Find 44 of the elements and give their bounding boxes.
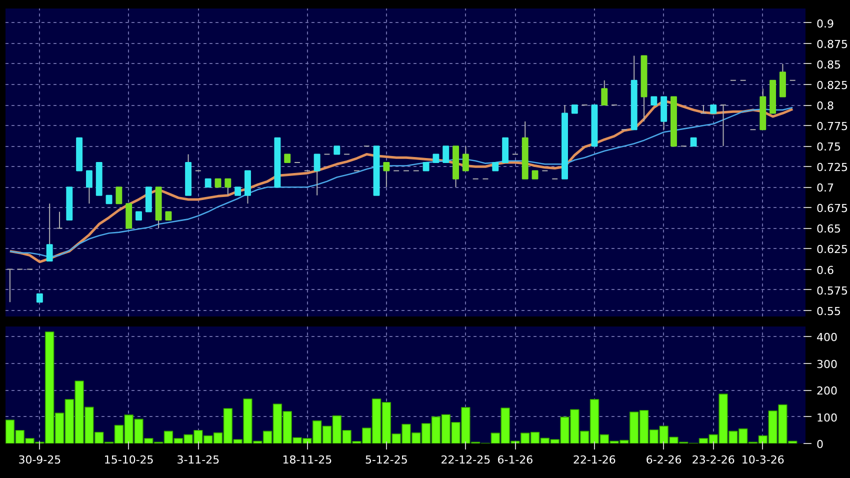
x-tick-label: 23-2-26 xyxy=(692,454,735,466)
y-tick-label: 400 xyxy=(816,331,838,344)
y-tick-label: 0.7 xyxy=(816,182,834,195)
x-tick-label: 3-11-25 xyxy=(176,454,220,466)
candlestick xyxy=(720,104,726,147)
x-tick-label: 22-1-26 xyxy=(573,454,616,466)
y-tick-label: 0.725 xyxy=(816,161,848,174)
candlestick xyxy=(46,203,53,262)
y-tick-label: 0.8 xyxy=(816,100,834,113)
x-tick-label: 10-3-26 xyxy=(741,454,784,466)
y-tick-label: 100 xyxy=(816,411,838,424)
candlestick xyxy=(442,146,450,163)
x-tick-label: 22-12-25 xyxy=(440,454,491,466)
y-tick-label: 200 xyxy=(816,384,838,398)
y-tick-label: 0.675 xyxy=(816,202,848,216)
x-tick-label: 18-11-25 xyxy=(282,454,332,466)
y-tick-label: 0.65 xyxy=(816,222,841,236)
y-tick-label: 0.85 xyxy=(816,58,841,72)
y-tick-label: 0.9 xyxy=(816,17,834,30)
y-tick-label: 0 xyxy=(816,438,824,451)
candlestick xyxy=(116,186,122,204)
y-tick-label: 0.775 xyxy=(816,120,848,134)
candlestick xyxy=(601,80,608,106)
candlestick xyxy=(86,170,92,204)
x-tick-label: 15-10-25 xyxy=(104,454,154,466)
y-tick-label: 0.55 xyxy=(816,304,841,318)
y-tick-label: 0.875 xyxy=(816,38,848,51)
y-tick-label: 0.6 xyxy=(816,264,834,277)
y-tick-label: 0.825 xyxy=(816,78,848,92)
candlestick xyxy=(383,162,390,188)
candlestick xyxy=(314,154,320,196)
y-tick-label: 0.575 xyxy=(816,284,848,298)
candlestick xyxy=(56,211,63,229)
x-tick-label: 30-9-25 xyxy=(18,454,62,466)
x-tick-label: 6-1-26 xyxy=(497,454,534,466)
candlestick xyxy=(224,178,232,196)
candlestick xyxy=(700,104,707,114)
y-tick-label: 0.625 xyxy=(816,243,848,256)
x-tick-label: 5-12-25 xyxy=(364,454,408,466)
candlestick xyxy=(462,146,469,172)
y-tick-label: 0.75 xyxy=(816,140,841,154)
candlestick xyxy=(6,268,14,303)
y-tick-label: 300 xyxy=(816,358,838,371)
x-tick-label: 6-2-26 xyxy=(646,454,682,466)
